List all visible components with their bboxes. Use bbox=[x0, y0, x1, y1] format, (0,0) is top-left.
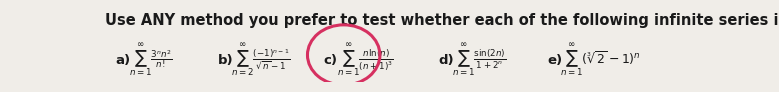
Text: c): c) bbox=[324, 54, 338, 67]
Text: d): d) bbox=[439, 54, 454, 67]
Text: $\sum_{n=1}^{\infty} \frac{n\ln(n)}{(n+1)^3}$: $\sum_{n=1}^{\infty} \frac{n\ln(n)}{(n+1… bbox=[337, 42, 394, 79]
Text: e): e) bbox=[547, 54, 562, 67]
Text: a): a) bbox=[115, 54, 131, 67]
Text: b): b) bbox=[218, 54, 234, 67]
Text: Use ANY method you prefer to test whether each of the following infinite series : Use ANY method you prefer to test whethe… bbox=[104, 13, 779, 28]
Text: $\sum_{n=1}^{\infty} \frac{3^n n^2}{n!}$: $\sum_{n=1}^{\infty} \frac{3^n n^2}{n!}$ bbox=[129, 42, 172, 79]
Text: $\sum_{n=1}^{\infty} (\sqrt[3]{2}-1)^n$: $\sum_{n=1}^{\infty} (\sqrt[3]{2}-1)^n$ bbox=[560, 42, 641, 79]
Text: $\sum_{n=1}^{\infty} \frac{\sin(2n)}{1+2^n}$: $\sum_{n=1}^{\infty} \frac{\sin(2n)}{1+2… bbox=[452, 42, 506, 79]
Text: $\sum_{n=2}^{\infty} \frac{(-1)^{n-1}}{\sqrt{n}-1}$: $\sum_{n=2}^{\infty} \frac{(-1)^{n-1}}{\… bbox=[231, 42, 291, 79]
